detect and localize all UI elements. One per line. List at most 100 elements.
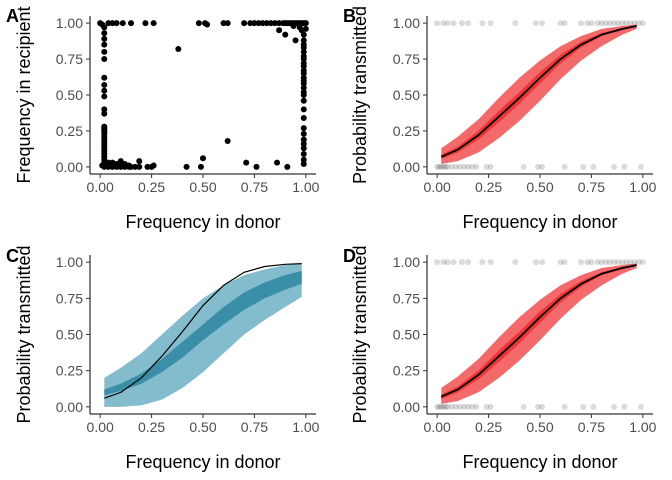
observation-point	[561, 259, 568, 266]
panel-b: 0.00 0.25 0.50 0.75 1.00 0.00 0.25 0.50 0.75 1.00…	[343, 6, 657, 232]
observation-point	[639, 20, 646, 27]
data-point	[282, 31, 289, 38]
observation-point	[450, 259, 457, 266]
observation-point	[434, 163, 441, 170]
data-point	[125, 162, 132, 169]
panel-d: 0.00 0.25 0.50 0.75 1.00 0.00 0.25 0.50 0.75 1.00…	[343, 245, 657, 472]
observation-point	[590, 163, 597, 170]
observation-point	[465, 20, 472, 27]
observation-point	[606, 259, 613, 266]
observation-point	[442, 163, 449, 170]
observation-point	[520, 163, 527, 170]
observation-point	[557, 259, 564, 266]
observation-point	[580, 163, 587, 170]
y-tick-label: 0.50	[56, 327, 83, 343]
y-tick-label: 0.25	[56, 363, 83, 379]
observation-point	[561, 403, 568, 410]
data-point	[276, 27, 283, 34]
observation-point	[561, 163, 568, 170]
observation-point	[448, 403, 455, 410]
data-point	[101, 48, 108, 55]
observation-point	[621, 403, 628, 410]
data-point	[284, 163, 291, 170]
observation-point	[483, 403, 490, 410]
observation-point	[539, 20, 546, 27]
observation-point	[631, 259, 638, 266]
observation-point	[539, 163, 546, 170]
data-point	[276, 20, 283, 27]
observation-point	[635, 20, 642, 27]
data-point	[247, 20, 254, 27]
data-point	[144, 163, 151, 170]
data-point	[290, 22, 297, 29]
data-point	[241, 20, 248, 27]
data-point	[113, 20, 120, 27]
observation-point	[434, 403, 441, 410]
observation-point	[615, 259, 622, 266]
y-tick-label: 0.25	[56, 123, 83, 139]
observation-point	[434, 259, 441, 266]
data-point	[300, 136, 307, 143]
data-point	[175, 45, 182, 52]
data-point	[105, 159, 112, 166]
mean-curve	[440, 264, 637, 398]
observation-point	[532, 259, 539, 266]
observation-point	[465, 403, 472, 410]
y-tick-label: 0.00	[56, 399, 83, 415]
observation-point	[452, 163, 459, 170]
observation-point	[623, 259, 630, 266]
observation-point	[578, 20, 585, 27]
data-point	[300, 56, 307, 63]
x-axis-title: Frequency in donor	[125, 452, 280, 472]
data-point	[101, 74, 108, 81]
observation-point	[611, 20, 618, 27]
observation-point	[479, 259, 486, 266]
observation-point	[436, 163, 443, 170]
observation-point	[512, 20, 519, 27]
observation-point	[598, 20, 605, 27]
panel-tag: C	[6, 246, 19, 266]
observation-point	[635, 259, 642, 266]
data-point	[300, 150, 307, 157]
data-point	[300, 106, 307, 113]
observation-point	[615, 20, 622, 27]
y-tick-label: 1.00	[56, 15, 83, 31]
data-point	[253, 163, 260, 170]
y-tick-label: 0.25	[393, 123, 420, 139]
data-point	[263, 20, 270, 27]
y-tick-label: 0.50	[393, 327, 420, 343]
observation-point	[534, 163, 541, 170]
observation-point	[460, 403, 467, 410]
y-axis-title: Probability transmitted	[350, 245, 370, 423]
x-tick-label: 0.50	[526, 419, 553, 435]
observation-point	[637, 403, 644, 410]
y-axis-title: Probability transmitted	[350, 6, 370, 184]
data-point	[300, 125, 307, 132]
y-tick-label: 0.75	[56, 51, 83, 67]
data-point	[132, 163, 139, 170]
observation-point	[590, 403, 597, 410]
data-point	[183, 163, 190, 170]
data-point	[224, 138, 231, 145]
observation-point	[539, 403, 546, 410]
x-tick-label: 0.50	[189, 179, 216, 195]
data-point	[271, 20, 278, 27]
observation-point	[440, 259, 447, 266]
observation-point	[458, 259, 465, 266]
data-point	[150, 20, 157, 27]
data-point	[101, 56, 108, 63]
data-point	[251, 20, 258, 27]
x-tick-label: 1.00	[292, 179, 319, 195]
observation-point	[627, 20, 634, 27]
observation-point	[557, 20, 564, 27]
data-point	[300, 84, 307, 91]
observation-point	[483, 163, 490, 170]
data-point	[142, 20, 149, 27]
x-tick-label: 0.25	[475, 419, 502, 435]
data-point	[300, 48, 307, 55]
data-point	[195, 20, 202, 27]
observation-point	[639, 259, 646, 266]
panel-tag: B	[343, 6, 356, 26]
x-tick-label: 0.50	[189, 419, 216, 435]
